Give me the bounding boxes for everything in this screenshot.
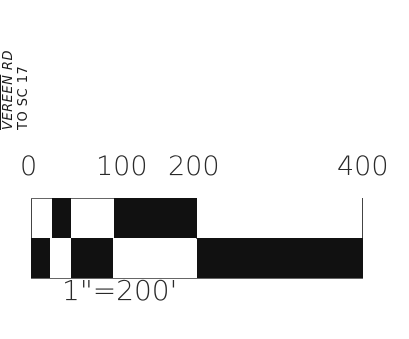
scale-tick-0: 0	[20, 151, 38, 182]
scale-tick-400: 400	[337, 151, 389, 182]
scale-bar-bottom-edge	[31, 278, 363, 279]
scale-segment-bottom-3	[197, 238, 363, 278]
scale-segment-top-1	[52, 198, 71, 238]
scale-bar-top-edge	[31, 198, 196, 199]
scale-segment-top-2	[114, 198, 197, 238]
scale-segment-bottom-1	[31, 238, 50, 278]
scale-ratio: 1"=200'	[62, 274, 178, 307]
scale-tick-100: 100	[96, 151, 148, 182]
scale-tick-200: 200	[168, 151, 220, 182]
scale-segment-bottom-2	[71, 238, 113, 278]
